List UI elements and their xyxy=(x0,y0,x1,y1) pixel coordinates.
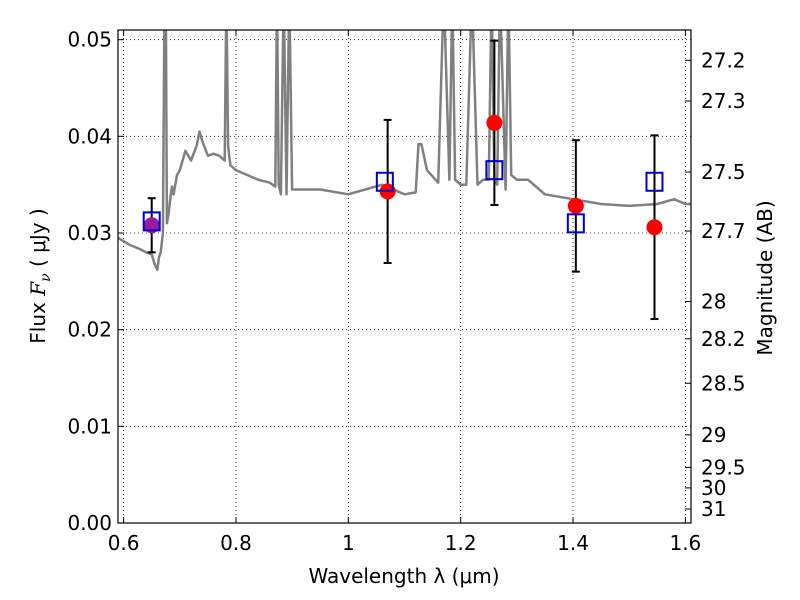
mag-tick-label: 28.2 xyxy=(701,327,746,351)
x-tick-label: 1.2 xyxy=(445,531,477,555)
x-tick-label: 0.6 xyxy=(108,531,140,555)
y2-axis-title: Magnitude (AB) xyxy=(753,200,777,355)
y-tick-label: 0.00 xyxy=(67,511,112,535)
x-tick-label: 0.8 xyxy=(220,531,252,555)
y-axis-title: Flux Fν ( μJy ) xyxy=(26,208,54,343)
mag-tick-label: 28.5 xyxy=(701,371,746,395)
mag-tick-label: 28 xyxy=(701,290,726,314)
x-axis-title: Wavelength λ (μm) xyxy=(308,564,499,588)
observed-point xyxy=(143,217,160,234)
mag-tick-label: 29.5 xyxy=(701,455,746,479)
model-photometry-square xyxy=(645,171,664,192)
x-tick-label: 1 xyxy=(342,531,355,555)
model-photometry-square xyxy=(142,211,161,232)
observed-point xyxy=(486,114,503,131)
mag-tick-label: 27.7 xyxy=(701,219,746,243)
plot-area xyxy=(118,30,691,321)
y-tick-label: 0.05 xyxy=(67,28,112,52)
model-photometry-square xyxy=(375,171,394,192)
plot-frame xyxy=(117,29,692,524)
y-tick-label: 0.02 xyxy=(67,318,112,342)
spectrum-line xyxy=(118,30,691,271)
data-layer xyxy=(118,30,691,321)
y-axis-title-prefix: Flux xyxy=(26,296,50,344)
x-tick-label: 1.4 xyxy=(557,531,589,555)
mag-tick-label: 29 xyxy=(701,423,726,447)
y-axis-title-suffix: ( μJy ) xyxy=(26,208,50,273)
grid-lines xyxy=(118,30,691,523)
mag-tick-label: 27.3 xyxy=(701,89,746,113)
x-tick-label: 1.6 xyxy=(669,531,701,555)
axis-ticks: 0.6 0.8 1 1.2 1.4 1.6 0.00 0.01 0.02 0.03 0.04 0.05… xyxy=(67,28,745,555)
mag-tick-label: 27.5 xyxy=(701,160,746,184)
model-photometry-square xyxy=(485,160,504,181)
mag-tick-label: 31 xyxy=(701,497,726,521)
y-tick-label: 0.04 xyxy=(67,124,112,148)
y-axis-title-symbol: F xyxy=(26,281,50,297)
observed-point xyxy=(646,219,663,236)
observed-point xyxy=(567,197,584,214)
mag-tick-label: 30 xyxy=(701,476,726,500)
y-tick-label: 0.03 xyxy=(67,221,112,245)
y-tick-label: 0.01 xyxy=(67,414,112,438)
mag-tick-label: 27.2 xyxy=(701,48,746,72)
model-photometry-square xyxy=(566,213,585,234)
y-axis-title-subscript: ν xyxy=(38,273,54,282)
